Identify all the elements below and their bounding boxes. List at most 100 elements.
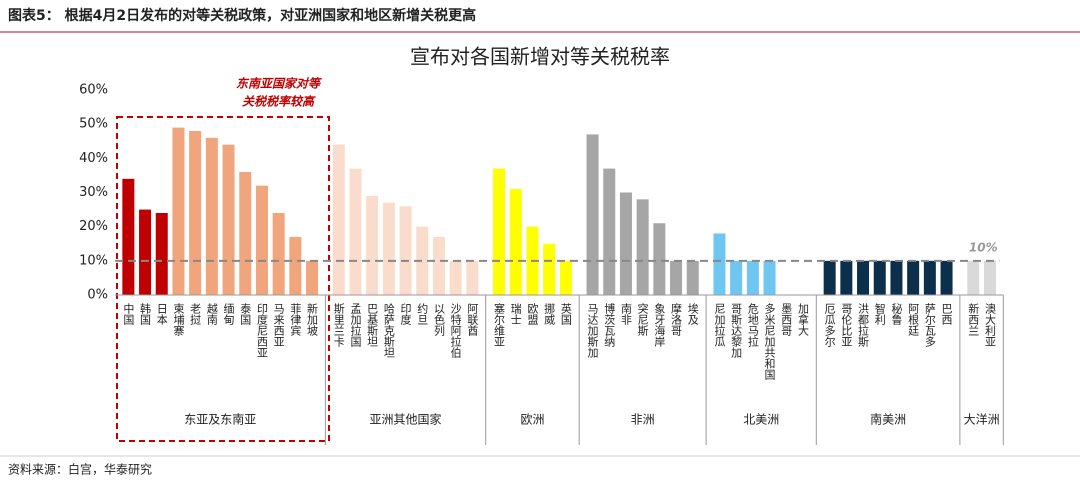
- bar: [222, 144, 235, 295]
- bar: [449, 260, 462, 295]
- bar: [730, 260, 743, 295]
- y-tick-label: 10%: [79, 253, 108, 268]
- bar: [983, 260, 996, 295]
- bar: [289, 236, 302, 295]
- bar: [713, 233, 726, 295]
- x-tick-label: 智利: [873, 302, 886, 325]
- x-tick-label: 墨西哥: [780, 303, 793, 336]
- x-tick-label: 马达加斯加: [586, 303, 599, 359]
- x-tick-label: 老挝: [189, 303, 202, 325]
- x-tick-label: 新西兰: [967, 302, 980, 336]
- bar: [923, 260, 936, 295]
- x-tick-label: 中国: [122, 303, 135, 326]
- x-tick-label: 新加坡: [306, 302, 319, 337]
- bar: [255, 185, 268, 295]
- bar: [382, 202, 395, 295]
- bar: [967, 260, 980, 295]
- x-tick-label: 英国: [559, 302, 572, 326]
- bar: [399, 206, 412, 295]
- chart-title: 宣布对各国新增对等关税税率: [410, 45, 670, 69]
- x-tick-label: 沙特阿拉伯: [449, 303, 462, 358]
- x-tick-label: 塞尔维亚: [493, 302, 506, 347]
- group-label: 大洋洲: [964, 412, 1000, 427]
- x-tick-label: 危地马拉: [746, 303, 759, 348]
- bar: [189, 131, 202, 295]
- bar: [940, 260, 953, 295]
- bar: [466, 260, 479, 295]
- bar: [332, 144, 345, 295]
- bar: [840, 260, 853, 295]
- x-tick-label: 萨尔瓦多: [923, 303, 936, 348]
- x-tick-label: 柬埔寨: [172, 303, 185, 336]
- x-tick-label: 孟加拉国: [349, 303, 362, 348]
- group-label: 东亚及东南亚: [184, 412, 256, 427]
- x-tick-label: 越南: [205, 302, 218, 325]
- bar: [366, 195, 379, 295]
- bar: [432, 236, 445, 295]
- x-tick-label: 洪都拉斯: [857, 302, 870, 348]
- bar: [857, 260, 870, 295]
- x-tick-label: 象牙海岸: [653, 303, 666, 348]
- bar: [559, 260, 572, 295]
- y-tick-label: 40%: [79, 151, 108, 166]
- x-tick-label: 以色列: [432, 303, 445, 337]
- x-tick-label: 瑞士: [509, 302, 522, 325]
- bar: [586, 134, 599, 295]
- x-tick-label: 泰国: [239, 302, 252, 326]
- group-label: 欧洲: [520, 413, 544, 427]
- bar: [763, 260, 776, 295]
- x-tick-label: 阿根廷: [907, 303, 920, 337]
- bar: [349, 168, 362, 295]
- reference-label: 10%: [969, 240, 998, 254]
- bar: [493, 168, 506, 295]
- x-tick-label: 博茨瓦纳: [603, 303, 616, 348]
- bar: [205, 137, 218, 295]
- bar: [823, 260, 836, 295]
- x-tick-label: 多米尼加共和国: [763, 302, 776, 381]
- bar: [122, 178, 135, 295]
- x-tick-label: 阿联酋: [466, 303, 479, 336]
- header: 图表5： 根据4月2日发布的对等关税政策，对亚洲国家和地区新增关税更高: [8, 7, 476, 24]
- bar: [653, 223, 666, 295]
- bar: [543, 243, 556, 295]
- y-tick-label: 60%: [79, 83, 108, 98]
- x-tick-label: 秘鲁: [890, 302, 903, 326]
- highlight-box: [116, 116, 330, 442]
- bar: [670, 260, 683, 295]
- bar: [636, 199, 649, 295]
- annotation: 东南亚国家对等: [236, 77, 322, 91]
- bar: [603, 168, 616, 295]
- x-tick-label: 哥斯达黎加: [730, 303, 743, 359]
- x-tick-label: 尼加拉瓜: [713, 303, 726, 347]
- x-tick-label: 印度尼西亚: [255, 303, 268, 358]
- y-tick-label: 50%: [79, 117, 108, 132]
- x-tick-label: 斯里兰卡: [332, 303, 345, 347]
- x-tick-label: 日本: [155, 303, 168, 326]
- x-tick-label: 加拿大: [796, 303, 809, 336]
- x-tick-label: 澳大利亚: [983, 303, 996, 347]
- group-label: 亚洲其他国家: [370, 412, 442, 427]
- bar: [873, 260, 886, 295]
- bar: [306, 260, 319, 295]
- source: 资料来源：白宫，华泰研究: [8, 462, 152, 477]
- bar: [272, 213, 285, 295]
- x-tick-label: 马来西亚: [272, 303, 285, 347]
- x-tick-label: 巴西: [940, 303, 953, 325]
- x-tick-label: 哈萨克斯坦: [382, 303, 395, 358]
- y-tick-label: 30%: [79, 185, 108, 200]
- x-tick-label: 韩国: [139, 302, 152, 326]
- x-tick-label: 欧盟: [526, 303, 539, 325]
- bar: [139, 209, 152, 295]
- group-label: 非洲: [631, 413, 655, 427]
- x-tick-label: 挪威: [543, 302, 556, 326]
- bar: [907, 260, 920, 295]
- x-tick-label: 埃及: [686, 302, 699, 325]
- y-tick-label: 0%: [87, 288, 108, 303]
- bar: [416, 226, 429, 295]
- x-tick-label: 厄瓜多尔: [823, 303, 836, 347]
- bar: [509, 189, 522, 295]
- annotation: 关税税率较高: [242, 95, 316, 109]
- group-label: 北美洲: [743, 413, 779, 427]
- bar: [686, 260, 699, 295]
- x-tick-label: 摩洛哥: [670, 302, 683, 336]
